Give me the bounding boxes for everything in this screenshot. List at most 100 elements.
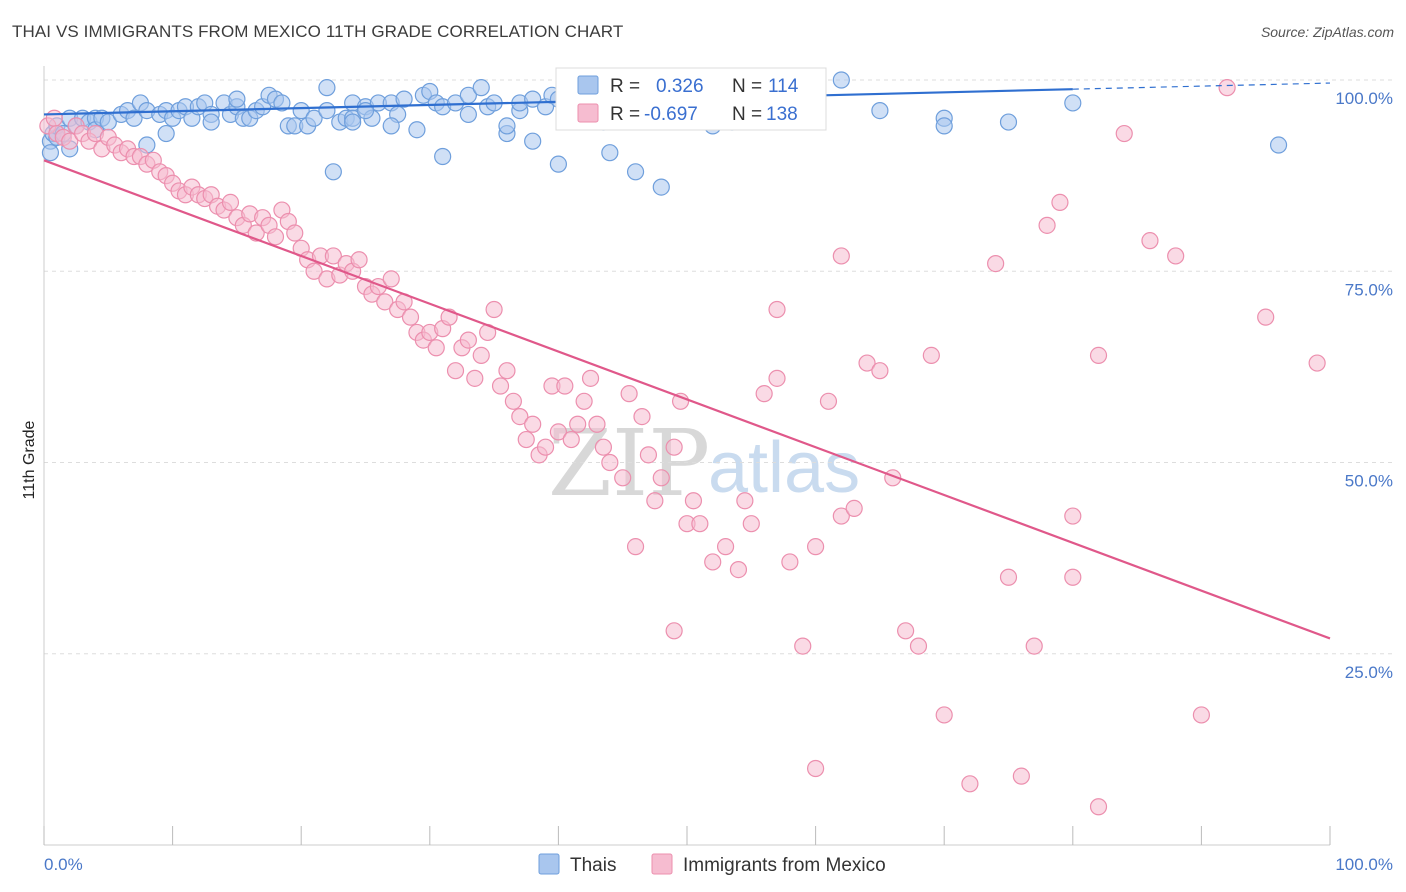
series-legend: Thais Immigrants from Mexico — [538, 853, 886, 876]
thai-point-103 — [999, 113, 1018, 131]
mexico-point-67 — [466, 369, 484, 387]
mexico-point-83 — [569, 415, 587, 433]
mexico-point-90 — [620, 385, 638, 403]
legend-thai-n-label: N = — [732, 76, 762, 97]
mexico-point-29 — [221, 193, 240, 211]
mexico-trend-line — [43, 159, 1331, 640]
mexico-point-71 — [491, 377, 510, 395]
mexico-point-99 — [684, 492, 703, 510]
thai-point-68 — [472, 79, 490, 97]
mexico-point-134 — [1308, 354, 1326, 372]
mexico-point-111 — [819, 392, 838, 410]
legend-mex-n-label: N = — [732, 104, 762, 125]
mexico-point-81 — [556, 377, 574, 395]
mexico-point-110 — [806, 538, 825, 556]
mexico-point-135 — [665, 622, 683, 640]
thai-point-117 — [935, 117, 953, 135]
thai-point-35 — [228, 90, 246, 108]
mexico-point-1 — [45, 109, 63, 127]
legend-thai-n-value: 114 — [768, 76, 799, 97]
mexico-point-70 — [485, 300, 503, 319]
legend-mex-swatch — [577, 103, 599, 123]
y-axis-label: 11th Grade — [21, 420, 38, 499]
legend-mex-n-value: 138 — [766, 104, 798, 125]
legend-mexico-swatch — [651, 853, 673, 875]
thai-point-114 — [626, 163, 645, 181]
thai-point-60 — [408, 121, 426, 139]
y-tick-labels: 25.0% 50.0% 75.0% 100.0% — [1335, 89, 1393, 682]
mexico-point-129 — [1141, 232, 1159, 250]
mexico-point-97 — [671, 392, 690, 410]
mexico-point-93 — [639, 446, 658, 464]
mexico-point-42 — [305, 262, 323, 280]
mexico-point-137 — [806, 759, 825, 778]
mexico-point-115 — [871, 362, 889, 380]
legend-thai-swatch — [577, 75, 599, 95]
mexico-point-119 — [922, 346, 940, 364]
mexico-point-136 — [768, 300, 786, 319]
mexico-point-84 — [575, 392, 593, 410]
mexico-point-74 — [511, 408, 529, 426]
mexico-point-39 — [286, 224, 304, 242]
thai-point-118 — [1269, 136, 1288, 154]
mexico-point-122 — [987, 255, 1005, 273]
legend-mexico-label: Immigrants from Mexico — [683, 855, 886, 876]
mexico-point-82 — [562, 430, 580, 449]
mexico-point-138 — [832, 247, 850, 265]
thai-trend-extension — [1072, 82, 1331, 90]
thai-point-111 — [524, 132, 542, 150]
mexico-point-94 — [646, 492, 664, 510]
mexico-point-103 — [729, 560, 748, 579]
mexico-point-105 — [742, 515, 760, 533]
legend-thai-r-label: R = — [610, 76, 640, 97]
chart-title: THAI VS IMMIGRANTS FROM MEXICO 11TH GRAD… — [12, 22, 624, 41]
mexico-point-118 — [909, 637, 928, 655]
mexico-point-57 — [401, 308, 420, 326]
mexico-point-123 — [1012, 767, 1030, 785]
mexico-point-100 — [691, 515, 709, 533]
y-tick-label-2: 75.0% — [1345, 280, 1393, 299]
legend-mex-r-label: R = — [610, 104, 640, 125]
thai-point-112 — [549, 155, 568, 173]
mexico-point-132 — [1218, 79, 1236, 97]
mexico-point-92 — [633, 408, 651, 426]
mexico-point-36 — [266, 228, 285, 246]
mexico-point-130 — [1167, 247, 1185, 265]
thai-point-109 — [434, 147, 452, 166]
mexico-point-75 — [517, 430, 535, 449]
trend-lines — [43, 82, 1331, 640]
y-tick-label-1: 50.0% — [1345, 472, 1393, 491]
mexico-point-66 — [459, 331, 477, 349]
mexico-point-95 — [652, 469, 670, 487]
mexico-point-128 — [1115, 124, 1133, 143]
thai-point-115 — [652, 178, 670, 196]
mexico-point-96 — [665, 438, 683, 456]
mexico-point-61 — [427, 339, 445, 357]
thai-point-106 — [344, 113, 362, 131]
mexico-point-117 — [897, 622, 915, 640]
thai-point-45 — [292, 101, 310, 120]
mexico-point-141 — [1064, 568, 1082, 586]
mexico-point-124 — [1038, 216, 1056, 234]
thai-point-67 — [459, 105, 477, 124]
legend-thais-label: Thais — [570, 855, 616, 876]
thai-point-17 — [125, 109, 143, 127]
mexico-point-140 — [1025, 637, 1043, 655]
mexico-point-45 — [324, 247, 342, 265]
thai-point-101 — [871, 101, 889, 120]
mexico-point-120 — [935, 706, 953, 724]
thai-point-42 — [273, 94, 291, 112]
thai-point-107 — [356, 101, 375, 120]
mexico-point-85 — [581, 369, 600, 387]
thai-point-31 — [202, 113, 220, 131]
mexico-point-64 — [446, 362, 465, 380]
thai-point-108 — [382, 117, 400, 135]
mexico-point-109 — [794, 637, 812, 655]
thai-point-49 — [318, 101, 336, 120]
thai-point-113 — [601, 144, 619, 162]
mexico-point-53 — [376, 293, 394, 311]
mexico-point-54 — [382, 270, 400, 288]
legend-thais-swatch — [538, 853, 560, 875]
legend-thai-r-value: 0.326 — [656, 76, 704, 97]
